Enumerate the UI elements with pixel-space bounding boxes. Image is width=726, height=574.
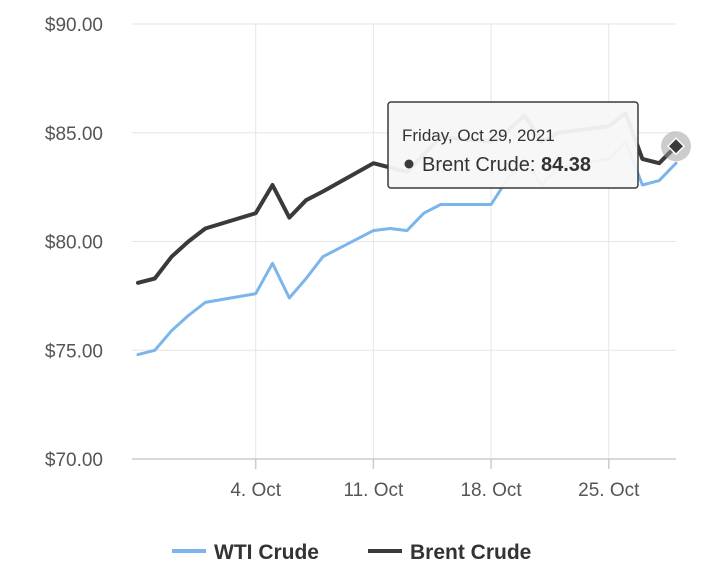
x-tick-label: 4. Oct: [230, 480, 281, 501]
y-tick-label: $75.00: [45, 341, 103, 362]
legend-label-wti: WTI Crude: [214, 541, 319, 564]
legend-label-brent: Brent Crude: [410, 541, 531, 564]
y-tick-label: $90.00: [45, 15, 103, 36]
x-tick-label: 11. Oct: [343, 480, 404, 501]
x-tick-label: 25. Oct: [578, 480, 640, 501]
tooltip-value: 84.38: [541, 154, 591, 176]
tooltip: Friday, Oct 29, 2021 Brent Crude: 84.38: [387, 101, 639, 189]
tooltip-box: [387, 101, 639, 189]
y-tick-label: $85.00: [45, 124, 103, 145]
data-point-marker[interactable]: [666, 137, 686, 156]
x-axis-labels: 4. Oct 11. Oct 18. Oct 25. Oct: [230, 480, 640, 501]
legend-item-wti[interactable]: WTI Crude: [172, 541, 319, 564]
x-tick-label: 18. Oct: [460, 480, 522, 501]
legend: WTI Crude Brent Crude: [172, 541, 531, 564]
legend-item-brent[interactable]: Brent Crude: [368, 541, 531, 564]
y-axis-labels: $90.00 $85.00 $80.00 $75.00 $70.00: [45, 15, 103, 471]
x-axis-tick-marks: [254, 459, 610, 469]
tooltip-separator: :: [530, 154, 541, 176]
tooltip-series-dot: [404, 159, 414, 169]
tooltip-series-name: Brent Crude: [422, 154, 530, 176]
y-tick-label: $70.00: [45, 450, 103, 471]
y-tick-label: $80.00: [45, 233, 103, 254]
tooltip-date: Friday, Oct 29, 2021: [402, 126, 555, 145]
hover-marker: [661, 131, 691, 162]
tooltip-line: Brent Crude: 84.38: [422, 154, 591, 176]
